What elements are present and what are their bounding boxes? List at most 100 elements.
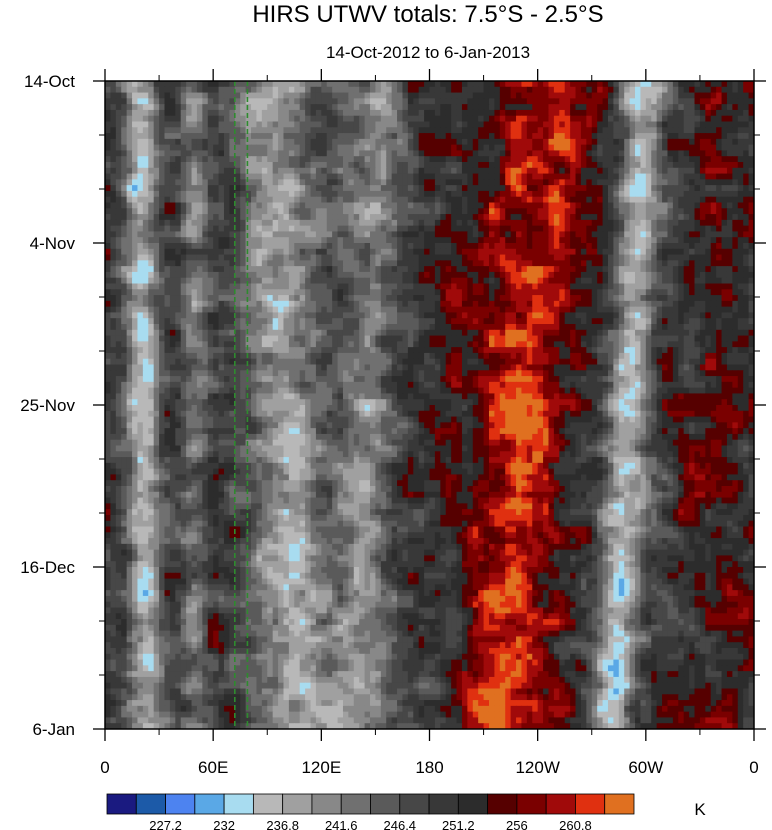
heatmap-cell bbox=[207, 196, 214, 204]
heatmap-cell bbox=[105, 237, 112, 244]
heatmap-cell bbox=[597, 243, 604, 250]
heatmap-cell bbox=[153, 138, 160, 146]
heatmap-cell bbox=[110, 179, 117, 186]
heatmap-cell bbox=[223, 202, 230, 209]
heatmap-cell bbox=[499, 173, 506, 180]
heatmap-cell bbox=[537, 185, 544, 192]
heatmap-cell bbox=[245, 237, 252, 244]
heatmap-cell bbox=[570, 219, 577, 227]
heatmap-cell bbox=[256, 237, 263, 244]
heatmap-cell bbox=[229, 104, 236, 111]
heatmap-cell bbox=[516, 115, 523, 123]
heatmap-cell bbox=[353, 127, 360, 134]
heatmap-cell bbox=[115, 318, 122, 325]
heatmap-cell bbox=[543, 225, 550, 233]
heatmap-cell bbox=[591, 98, 598, 105]
heatmap-cell bbox=[445, 138, 452, 146]
heatmap-cell bbox=[635, 190, 642, 198]
heatmap-cell bbox=[662, 271, 669, 279]
heatmap-cell bbox=[743, 156, 750, 163]
heatmap-cell bbox=[186, 248, 193, 256]
heatmap-cell bbox=[315, 127, 322, 134]
heatmap-cell bbox=[348, 133, 355, 140]
heatmap-cell bbox=[510, 271, 517, 279]
heatmap-cell bbox=[548, 260, 555, 267]
heatmap-cell bbox=[256, 283, 263, 290]
heatmap-cell bbox=[499, 260, 506, 267]
heatmap-cell bbox=[672, 150, 679, 157]
heatmap-cell bbox=[597, 271, 604, 279]
heatmap-cell bbox=[251, 150, 258, 157]
heatmap-cell bbox=[429, 202, 436, 209]
heatmap-cell bbox=[510, 190, 517, 198]
heatmap-cell bbox=[434, 127, 441, 134]
heatmap-cell bbox=[310, 133, 317, 140]
heatmap-cell bbox=[353, 98, 360, 105]
heatmap-cell bbox=[478, 150, 485, 157]
heatmap-cell bbox=[337, 104, 344, 111]
heatmap-cell bbox=[402, 179, 409, 186]
heatmap-cell bbox=[705, 81, 712, 88]
heatmap-cell bbox=[137, 312, 144, 319]
heatmap-cell bbox=[591, 271, 598, 279]
heatmap-cell bbox=[483, 300, 490, 308]
heatmap-cell bbox=[153, 144, 160, 152]
heatmap-cell bbox=[278, 237, 285, 244]
heatmap-cell bbox=[499, 243, 506, 250]
heatmap-cell bbox=[613, 179, 620, 186]
heatmap-cell bbox=[451, 248, 458, 256]
heatmap-cell bbox=[191, 190, 198, 198]
heatmap-cell bbox=[272, 208, 279, 215]
heatmap-cell bbox=[424, 237, 431, 244]
heatmap-cell bbox=[402, 225, 409, 233]
heatmap-cell bbox=[137, 167, 144, 175]
heatmap-cell bbox=[294, 104, 301, 111]
heatmap-cell bbox=[375, 260, 382, 267]
heatmap-cell bbox=[218, 283, 225, 290]
heatmap-cell bbox=[580, 133, 587, 140]
heatmap-cell bbox=[640, 254, 647, 261]
heatmap-cell bbox=[175, 214, 182, 221]
heatmap-cell bbox=[148, 115, 155, 123]
heatmap-cell bbox=[678, 306, 685, 314]
heatmap-cell bbox=[402, 81, 409, 88]
heatmap-cell bbox=[278, 179, 285, 186]
heatmap-cell bbox=[272, 179, 279, 186]
heatmap-cell bbox=[743, 127, 750, 134]
heatmap-cell bbox=[537, 81, 544, 88]
heatmap-cell bbox=[651, 277, 658, 285]
heatmap-cell bbox=[689, 295, 696, 302]
heatmap-cell bbox=[164, 231, 171, 238]
heatmap-cell bbox=[196, 179, 203, 186]
heatmap-cell bbox=[234, 283, 241, 290]
heatmap-cell bbox=[543, 162, 550, 169]
heatmap-cell bbox=[743, 109, 750, 117]
heatmap-cell bbox=[532, 254, 539, 261]
heatmap-cell bbox=[440, 231, 447, 238]
heatmap-cell bbox=[478, 318, 485, 325]
heatmap-cell bbox=[651, 260, 658, 267]
heatmap-cell bbox=[272, 121, 279, 128]
heatmap-cell bbox=[613, 260, 620, 267]
heatmap-cell bbox=[624, 237, 631, 244]
heatmap-cell bbox=[126, 214, 133, 221]
heatmap-cell bbox=[456, 266, 463, 273]
heatmap-cell bbox=[662, 156, 669, 163]
heatmap-cell bbox=[635, 127, 642, 134]
heatmap-cell bbox=[148, 150, 155, 157]
heatmap-cell bbox=[537, 283, 544, 290]
heatmap-cell bbox=[429, 312, 436, 319]
heatmap-cell bbox=[543, 231, 550, 238]
heatmap-cell bbox=[472, 185, 479, 192]
heatmap-cell bbox=[440, 104, 447, 111]
heatmap-cell bbox=[272, 214, 279, 221]
heatmap-cell bbox=[294, 173, 301, 180]
heatmap-cell bbox=[645, 150, 652, 157]
heatmap-cell bbox=[748, 150, 754, 157]
heatmap-cell bbox=[169, 81, 176, 88]
heatmap-cell bbox=[586, 219, 593, 227]
heatmap-cell bbox=[597, 248, 604, 256]
heatmap-cell bbox=[213, 179, 220, 186]
heatmap-cell bbox=[488, 167, 495, 175]
heatmap-cell bbox=[261, 121, 268, 128]
